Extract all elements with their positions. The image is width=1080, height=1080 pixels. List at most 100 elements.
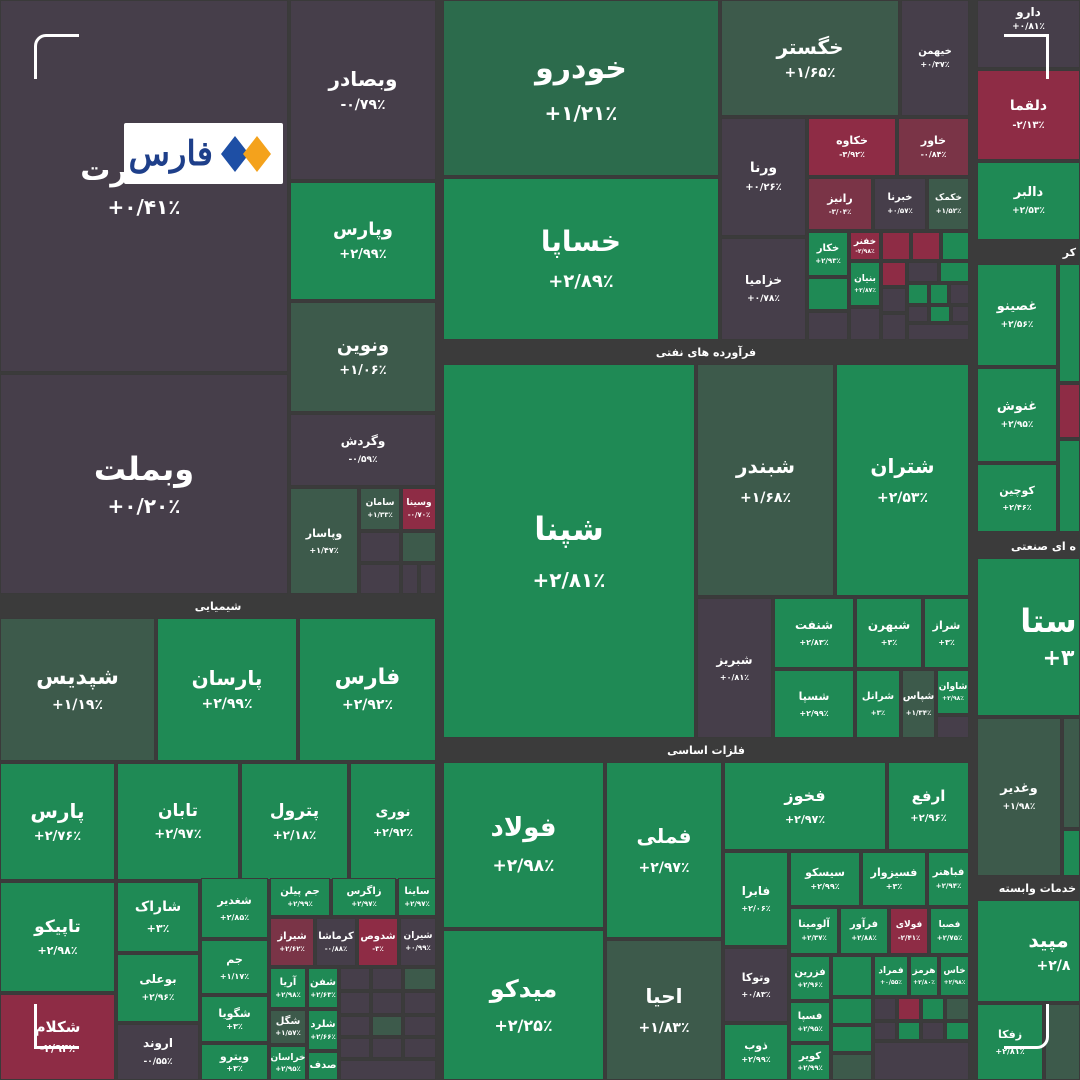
tile-femli[interactable]: فملی +۲/۹۷٪ (606, 762, 722, 938)
tile-shepna[interactable]: شپنا +۲/۸۱٪ (443, 364, 695, 738)
tile-vpasar[interactable]: وپاسار +۱/۴۷٪ (290, 488, 358, 594)
tile-small[interactable] (372, 992, 402, 1014)
tile-kermasha[interactable]: کرماشا -۰/۸۸٪ (316, 918, 356, 966)
tile-small[interactable] (898, 998, 920, 1020)
tile-khbrna[interactable]: خبرنا +۰/۵۷٪ (874, 178, 926, 230)
tile-khodro[interactable]: خودرو +۱/۲۱٪ (443, 0, 719, 176)
tile-small[interactable] (420, 564, 436, 594)
tile-small[interactable] (908, 306, 928, 322)
tile-shspa[interactable]: شسپا +۲/۹۹٪ (774, 670, 854, 738)
tile-fsizvar[interactable]: فسیزوار +۳٪ (862, 852, 926, 906)
tile-small[interactable] (1063, 830, 1080, 876)
tile-small[interactable] (1063, 718, 1080, 828)
tile-jam[interactable]: جم +۱/۱۷٪ (201, 940, 268, 994)
tile-shhrn[interactable]: شبهرن +۳٪ (856, 598, 922, 668)
tile-khkar[interactable]: خکار +۲/۹۳٪ (808, 232, 848, 276)
tile-buali[interactable]: بوعلی +۲/۹۶٪ (117, 954, 199, 1022)
tile-shraz[interactable]: شراز +۳٪ (924, 598, 969, 668)
tile-small[interactable] (1059, 440, 1080, 532)
tile-taban[interactable]: تابان +۲/۹۷٪ (117, 763, 239, 880)
tile-small[interactable] (340, 1060, 436, 1080)
tile-small[interactable] (882, 232, 910, 260)
tile-khsapa[interactable]: خساپا +۲/۸۹٪ (443, 178, 719, 340)
tile-khorasan[interactable]: خراسان +۲/۹۵٪ (270, 1046, 306, 1080)
tile-khfnr[interactable]: خفنر -۲/۹۸٪ (850, 232, 880, 260)
tile-ptrol[interactable]: پترول +۲/۱۸٪ (241, 763, 348, 880)
tile-shlrd[interactable]: شلرد +۲/۶۶٪ (308, 1010, 338, 1050)
tile-small[interactable] (882, 262, 906, 286)
tile-small[interactable] (908, 284, 928, 304)
tile-small[interactable] (1045, 1004, 1080, 1080)
tile-hamrah[interactable]: مپید +۲/۸ (977, 900, 1080, 1002)
tile-khavar[interactable]: خاور -۰/۸۴٪ (898, 118, 969, 176)
tile-vbtejarat[interactable]: رت +۰/۴۱٪ (0, 0, 288, 372)
tile-midko[interactable]: میدکو +۲/۲۵٪ (443, 930, 604, 1080)
tile-tapiko[interactable]: تاپیکو +۲/۹۸٪ (0, 882, 115, 992)
tile-fuladi[interactable]: فولای -۲/۴۱٪ (890, 908, 928, 954)
tile-pars[interactable]: پارس +۲/۷۶٪ (0, 763, 115, 880)
tile-small[interactable] (402, 532, 436, 562)
tile-vitro[interactable]: ویترو +۳٪ (201, 1044, 268, 1080)
tile-khbnian[interactable]: بنیان +۲/۸۷٪ (850, 262, 880, 306)
tile-small[interactable] (402, 564, 418, 594)
tile-shavan[interactable]: شاوان +۲/۹۸٪ (937, 670, 969, 714)
tile-shpdis[interactable]: شپدیس +۱/۱۹٪ (0, 618, 155, 761)
tile-shiraz[interactable]: شیراز +۲/۶۲٪ (270, 918, 314, 966)
tile-small[interactable] (360, 532, 400, 562)
tile-nuri[interactable]: نوری +۲/۹۲٪ (350, 763, 436, 880)
tile-shnft[interactable]: شنفت +۲/۸۳٪ (774, 598, 854, 668)
tile-shgoya[interactable]: شگویا +۳٪ (201, 996, 268, 1042)
tile-small[interactable] (942, 232, 969, 260)
tile-khgostar[interactable]: خگستر +۱/۶۵٪ (721, 0, 899, 116)
tile-vbmellat[interactable]: وبملت +۰/۲۰٪ (0, 374, 288, 594)
tile-small[interactable] (874, 998, 896, 1020)
tile-shfn[interactable]: شفن +۲/۶۳٪ (308, 968, 338, 1008)
tile-small[interactable] (850, 308, 880, 340)
tile-small[interactable] (952, 306, 969, 322)
tile-vsta[interactable]: ستا +۳ (977, 558, 1080, 716)
tile-zfka[interactable]: زفکا +۲/۸۱٪ (977, 1004, 1043, 1080)
tile-small[interactable] (946, 1022, 969, 1040)
tile-sharak[interactable]: شاراک +۳٪ (117, 882, 199, 952)
tile-kavir[interactable]: کویر +۲/۹۹٪ (790, 1044, 830, 1080)
tile-kheyhmen[interactable]: خیهمن +۰/۳۷٪ (901, 0, 969, 116)
tile-frvar[interactable]: فرآور +۲/۸۸٪ (840, 908, 888, 954)
tile-saman[interactable]: سامان +۱/۳۳٪ (360, 488, 400, 530)
tile-small[interactable] (940, 262, 969, 282)
tile-shkolam[interactable]: شکلام -۲/۹۴٪ (0, 994, 115, 1080)
tile-khzamia[interactable]: خزامیا +۰/۷۸٪ (721, 238, 806, 340)
tile-fmrad[interactable]: فمراد +۰/۵۵٪ (874, 956, 908, 996)
tile-small[interactable] (946, 998, 969, 1020)
tile-small[interactable] (808, 312, 848, 340)
tile-kuchin[interactable]: کوچین +۲/۴۶٪ (977, 464, 1057, 532)
tile-small[interactable] (808, 278, 848, 310)
tile-small[interactable] (832, 956, 872, 996)
tile-small[interactable] (882, 288, 906, 312)
tile-small[interactable] (404, 992, 436, 1014)
tile-small[interactable] (874, 1022, 896, 1040)
tile-fars[interactable]: فارس +۲/۹۲٪ (299, 618, 436, 761)
tile-hormoz[interactable]: هرمز +۲/۸۰٪ (910, 956, 938, 996)
tile-small[interactable] (912, 232, 940, 260)
tile-small[interactable] (404, 968, 436, 990)
tile-small[interactable] (898, 1022, 920, 1040)
tile-shgl[interactable]: شگل +۱/۵۷٪ (270, 1010, 306, 1044)
tile-zagros[interactable]: زاگرس +۲/۹۷٪ (332, 878, 396, 916)
tile-vsina[interactable]: وسینا -۰/۷۰٪ (402, 488, 436, 530)
tile-dalbr[interactable]: دالبر +۲/۵۳٪ (977, 162, 1080, 240)
tile-fasa[interactable]: فصبا +۲/۷۵٪ (930, 908, 969, 954)
tile-varna[interactable]: ورنا +۰/۲۶٪ (721, 118, 806, 236)
tile-small[interactable] (1059, 384, 1080, 438)
tile-sadaf[interactable]: صدف (308, 1052, 338, 1080)
tile-vkardesh[interactable]: وگردش -۰/۵۹٪ (290, 414, 436, 486)
tile-small[interactable] (832, 1054, 872, 1080)
tile-shranl[interactable]: شرانل +۳٪ (856, 670, 900, 738)
tile-small[interactable] (360, 564, 400, 594)
tile-small[interactable] (930, 306, 950, 322)
tile-small[interactable] (340, 968, 370, 990)
tile-small[interactable] (372, 1038, 402, 1058)
tile-ghsino[interactable]: غصینو +۲/۵۶٪ (977, 264, 1057, 366)
tile-zob[interactable]: ذوب +۲/۹۹٪ (724, 1024, 788, 1080)
tile-small[interactable] (404, 1038, 436, 1058)
tile-vtuka[interactable]: وتوکا +۰/۸۳٪ (724, 948, 788, 1022)
